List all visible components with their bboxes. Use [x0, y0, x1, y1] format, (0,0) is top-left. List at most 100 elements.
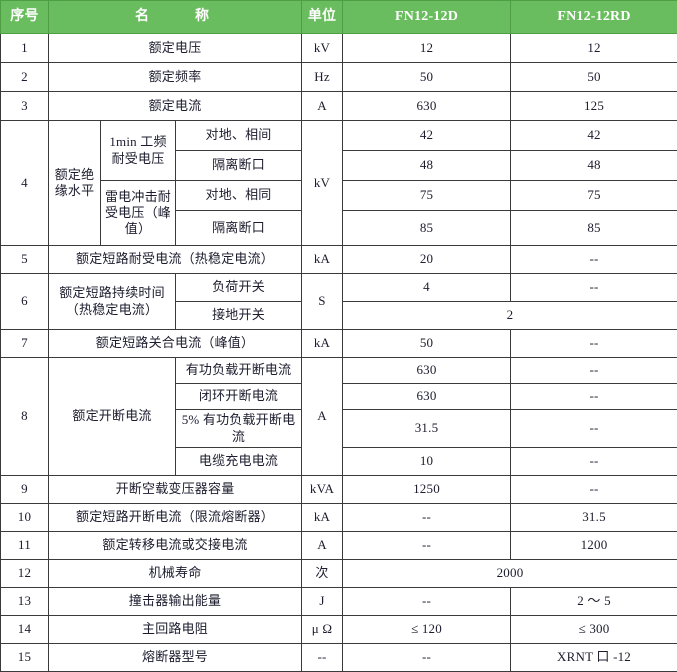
row-name: 额定开断电流 [49, 358, 176, 476]
table-body: 1 额定电压 kV 12 12 2 额定频率 Hz 50 50 3 额定电流 A… [1, 34, 677, 672]
row-value-model-d: ≤ 120 [343, 616, 511, 644]
sub-item-label: 对地、相间 [176, 121, 302, 151]
sub-item-label: 隔离断口 [176, 211, 302, 246]
header-model-d: FN12-12D [343, 1, 511, 34]
table-row: 13 撞击器输出能量 J -- 2 ～ 5 [1, 588, 677, 616]
header-row: 序号 名 称 单位 FN12-12D FN12-12RD [1, 1, 677, 34]
row-unit: kA [302, 246, 343, 274]
row-value-model-rd: 31.5 [511, 504, 677, 532]
table-row: 3 额定电流 A 630 125 [1, 92, 677, 121]
row-value-model-d: 1250 [343, 476, 511, 504]
sub-item-label: 接地开关 [176, 302, 302, 330]
header-seq: 序号 [1, 1, 49, 34]
table-row: 1 额定电压 kV 12 12 [1, 34, 677, 63]
row-unit: kA [302, 504, 343, 532]
row-value-model-d: 42 [343, 121, 511, 151]
sub-item-label: 电缆充电电流 [176, 448, 302, 476]
sub-item-label: 5% 有功负载开断电流 [176, 410, 302, 448]
row-name: 主回路电阻 [49, 616, 302, 644]
table-row: 10 额定短路开断电流（限流熔断器） kA -- 31.5 [1, 504, 677, 532]
row-seq: 5 [1, 246, 49, 274]
row-unit: J [302, 588, 343, 616]
row-value-model-rd: 125 [511, 92, 677, 121]
row-name: 额定转移电流或交接电流 [49, 532, 302, 560]
row-value-model-rd: -- [511, 384, 677, 410]
row-value-model-d: -- [343, 532, 511, 560]
table-row: 2 额定频率 Hz 50 50 [1, 63, 677, 92]
row-value-model-d: 50 [343, 330, 511, 358]
row-value-model-rd: 12 [511, 34, 677, 63]
row-value-model-d: 48 [343, 151, 511, 181]
header-name: 名 称 [49, 1, 302, 34]
row-value-model-rd: 85 [511, 211, 677, 246]
row-name: 额定短路耐受电流（热稳定电流） [49, 246, 302, 274]
row-seq: 2 [1, 63, 49, 92]
row-value-model-rd: 50 [511, 63, 677, 92]
sub-group-label: 雷电冲击耐受电压（峰值） [101, 181, 176, 246]
row-seq: 10 [1, 504, 49, 532]
row-name: 额定短路开断电流（限流熔断器） [49, 504, 302, 532]
row-name: 熔断器型号 [49, 644, 302, 672]
row-value-model-d: 630 [343, 384, 511, 410]
row-unit: μ Ω [302, 616, 343, 644]
row-value-model-rd: ≤ 300 [511, 616, 677, 644]
row-value-model-rd: XRNT 口 -12 [511, 644, 677, 672]
row-name: 额定短路关合电流（峰值） [49, 330, 302, 358]
row-value-model-rd: 75 [511, 181, 677, 211]
row-unit: Hz [302, 63, 343, 92]
table-row: 8 额定开断电流 有功负载开断电流 A 630 -- [1, 358, 677, 384]
row-value-model-d: 4 [343, 274, 511, 302]
row-unit: kVA [302, 476, 343, 504]
row-name: 撞击器输出能量 [49, 588, 302, 616]
row-value-model-rd: -- [511, 448, 677, 476]
row-seq: 11 [1, 532, 49, 560]
row-value-merged: 2 [343, 302, 677, 330]
row-unit: kA [302, 330, 343, 358]
sub-item-label: 隔离断口 [176, 151, 302, 181]
row-value-model-rd: 2 ～ 5 [511, 588, 677, 616]
table-row: 12 机械寿命 次 2000 [1, 560, 677, 588]
table-row: 14 主回路电阻 μ Ω ≤ 120 ≤ 300 [1, 616, 677, 644]
row-unit: -- [302, 644, 343, 672]
table-row: 4 额定绝缘水平 1min 工频耐受电压 对地、相间 kV 42 42 [1, 121, 677, 151]
table-row: 9 开断空载变压器容量 kVA 1250 -- [1, 476, 677, 504]
row-seq: 14 [1, 616, 49, 644]
row-value-model-d: 50 [343, 63, 511, 92]
table-row: 7 额定短路关合电流（峰值） kA 50 -- [1, 330, 677, 358]
table-header: 序号 名 称 单位 FN12-12D FN12-12RD [1, 1, 677, 34]
row-value-model-d: -- [343, 588, 511, 616]
row-value-model-rd: -- [511, 274, 677, 302]
row-seq: 8 [1, 358, 49, 476]
row-value-model-d: 12 [343, 34, 511, 63]
row-name: 额定绝缘水平 [49, 121, 101, 246]
row-seq: 13 [1, 588, 49, 616]
row-unit: A [302, 92, 343, 121]
row-seq: 6 [1, 274, 49, 330]
row-value-model-d: -- [343, 644, 511, 672]
row-name: 额定电压 [49, 34, 302, 63]
row-unit: S [302, 274, 343, 330]
sub-item-label: 闭环开断电流 [176, 384, 302, 410]
sub-item-label: 有功负载开断电流 [176, 358, 302, 384]
row-value-model-rd: 42 [511, 121, 677, 151]
row-value-model-d: 10 [343, 448, 511, 476]
row-value-model-d: 20 [343, 246, 511, 274]
row-value-model-d: 31.5 [343, 410, 511, 448]
row-value-model-rd: -- [511, 330, 677, 358]
row-unit: kV [302, 34, 343, 63]
row-name: 额定电流 [49, 92, 302, 121]
row-value-merged: 2000 [343, 560, 677, 588]
row-name: 开断空载变压器容量 [49, 476, 302, 504]
row-value-model-rd: 1200 [511, 532, 677, 560]
row-value-model-rd: 48 [511, 151, 677, 181]
row-unit: 次 [302, 560, 343, 588]
table-row: 11 额定转移电流或交接电流 A -- 1200 [1, 532, 677, 560]
table-row: 6 额定短路持续时间（热稳定电流） 负荷开关 S 4 -- [1, 274, 677, 302]
header-unit: 单位 [302, 1, 343, 34]
table-row: 5 额定短路耐受电流（热稳定电流） kA 20 -- [1, 246, 677, 274]
row-unit: A [302, 532, 343, 560]
row-seq: 12 [1, 560, 49, 588]
row-value-model-rd: -- [511, 246, 677, 274]
row-value-model-rd: -- [511, 410, 677, 448]
